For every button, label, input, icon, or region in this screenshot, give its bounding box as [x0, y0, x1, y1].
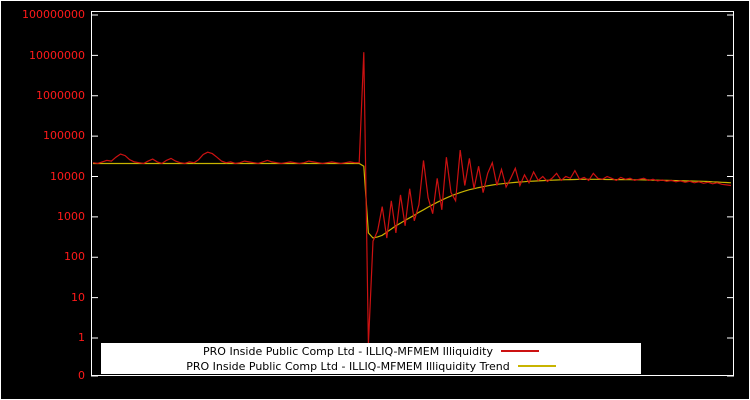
legend: PRO Inside Public Comp Ltd - ILLIQ-MFMEM…	[101, 343, 641, 374]
y-tick-label: 10000000	[29, 49, 85, 62]
plot-border	[91, 11, 734, 376]
yellow-line-sample	[517, 365, 556, 367]
trend-series-line	[93, 162, 732, 239]
illiquidity-series-line	[92, 52, 732, 345]
y-tick-label: 1	[78, 331, 85, 344]
y-tick-label: 0	[78, 369, 85, 382]
y-tick-label: 100000000	[22, 8, 85, 21]
legend-label: PRO Inside Public Comp Ltd - ILLIQ-MFMEM…	[186, 359, 510, 373]
y-tick-label: 100	[64, 250, 85, 263]
y-tick-label: 10000	[50, 170, 85, 183]
legend-label: PRO Inside Public Comp Ltd - ILLIQ-MFMEM…	[203, 344, 493, 358]
y-tick-label: 1000000	[36, 89, 85, 102]
red-line-sample	[500, 350, 539, 352]
y-tick-label: 10	[71, 291, 85, 304]
y-tick-label: 1000	[57, 210, 85, 223]
legend-item-trend: PRO Inside Public Comp Ltd - ILLIQ-MFMEM…	[101, 359, 641, 374]
legend-item-illiquidity: PRO Inside Public Comp Ltd - ILLIQ-MFMEM…	[101, 344, 641, 359]
y-tick-label: 100000	[43, 129, 85, 142]
